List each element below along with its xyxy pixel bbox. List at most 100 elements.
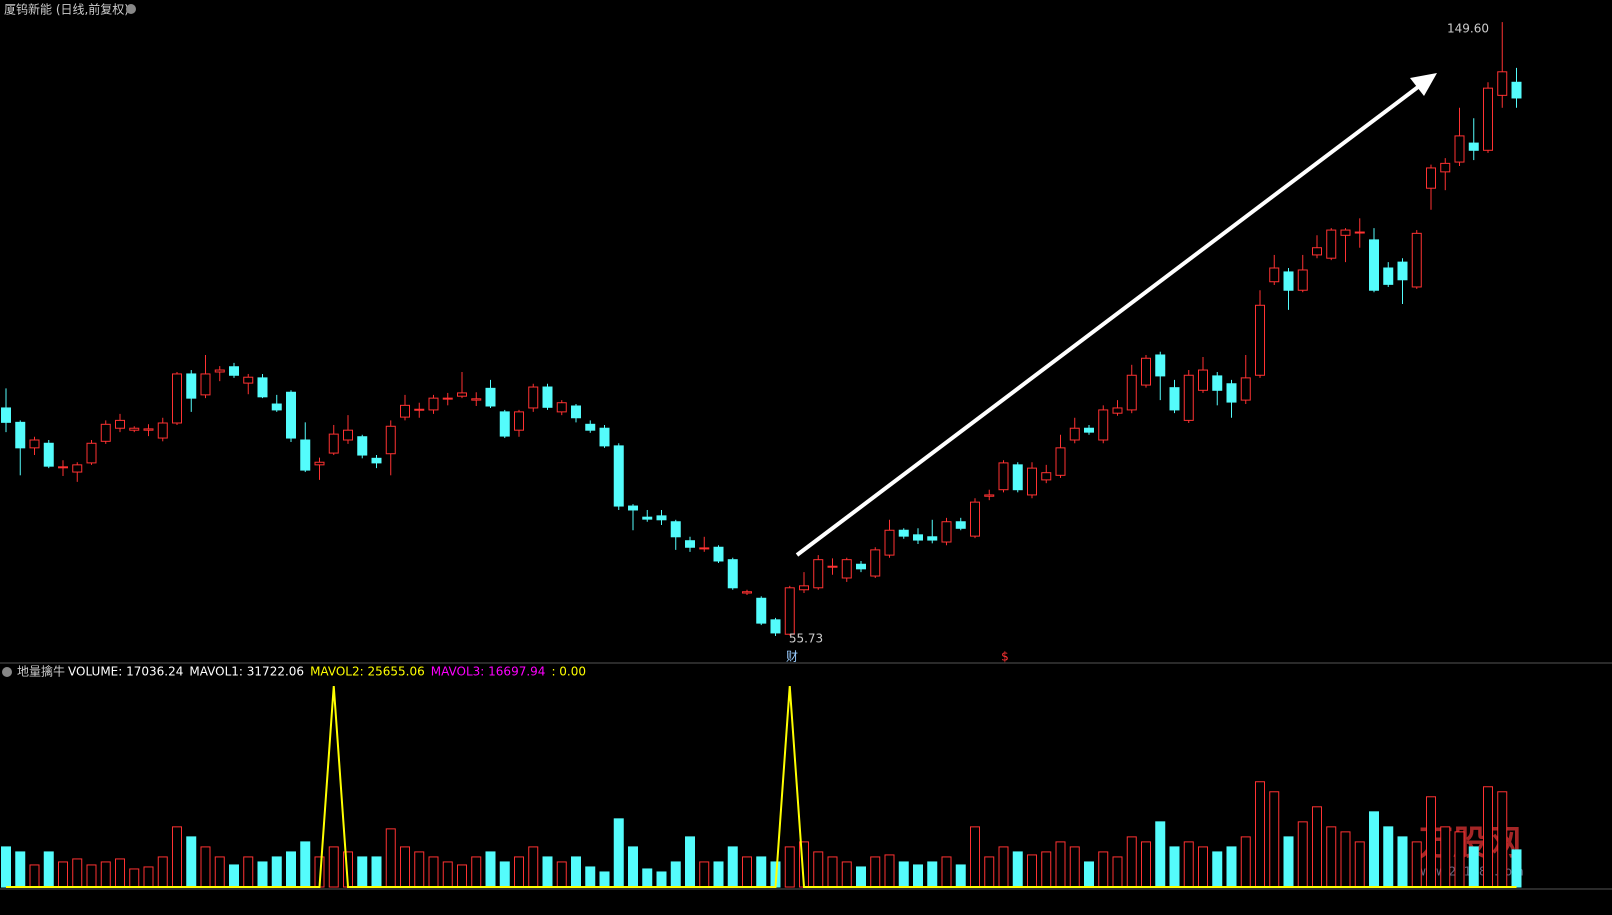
candle-body <box>514 411 524 431</box>
volume-bar <box>1098 851 1109 888</box>
volume-bar <box>1141 841 1151 888</box>
volume-bar <box>1240 836 1251 888</box>
candle-body <box>1155 354 1166 377</box>
candle-body <box>585 423 596 431</box>
candle-body <box>670 521 681 538</box>
volume-bar <box>1426 796 1436 888</box>
volume-bar <box>1084 861 1094 888</box>
volume-bar <box>827 856 838 888</box>
volume-bar <box>1411 841 1422 888</box>
volume-bar <box>1497 791 1508 888</box>
candle-body <box>1369 239 1379 291</box>
candle-body <box>485 387 496 407</box>
volume-bar <box>556 861 567 888</box>
legend-entry: MAVOL1: 31722.06 <box>189 665 304 679</box>
candle-body <box>713 546 724 562</box>
volume-bar <box>585 866 596 888</box>
volume-bar <box>1297 821 1308 888</box>
price-annotation: 55.73 <box>789 631 823 645</box>
indicator-toggle[interactable] <box>2 667 12 677</box>
volume-bar <box>1155 821 1166 888</box>
volume-bar <box>898 861 909 888</box>
volume-bar <box>984 856 995 888</box>
candle-body <box>870 549 881 577</box>
volume-bar <box>542 856 553 888</box>
legend-entry: VOLUME: 17036.24 <box>68 665 183 679</box>
candle-body <box>556 402 567 413</box>
candle-body <box>1 407 11 423</box>
volume-bar <box>998 846 1009 888</box>
candle-body <box>699 547 710 550</box>
volume-bar <box>1169 846 1180 888</box>
candle-body <box>385 425 396 455</box>
trend-arrow <box>795 85 1420 557</box>
volume-bar <box>699 861 710 888</box>
volume-bar <box>514 856 524 888</box>
candle-body <box>1226 383 1237 403</box>
volume-bar <box>385 828 396 888</box>
candle-body <box>58 466 68 469</box>
candle-body <box>898 529 909 537</box>
volume-bar <box>599 871 610 888</box>
volume-bar <box>243 856 254 888</box>
candle-body <box>628 505 638 511</box>
candle-body <box>1012 464 1023 491</box>
candle-body <box>1240 377 1251 401</box>
volume-bar <box>1126 836 1137 888</box>
candle-body <box>970 501 980 537</box>
volume-bar <box>457 864 467 888</box>
candle-body <box>1511 81 1522 99</box>
candle-body <box>1255 304 1265 376</box>
volume-bar <box>813 851 824 888</box>
volume-bar <box>927 861 938 888</box>
candle-body <box>1027 467 1037 496</box>
candle-body <box>400 404 410 418</box>
candle-body <box>314 461 325 466</box>
volume-bar <box>1269 791 1280 888</box>
event-marker: 财 <box>786 650 798 664</box>
candle-body <box>414 408 425 411</box>
volume-bar <box>172 826 182 888</box>
volume-bar <box>1383 826 1394 888</box>
candle-body <box>656 515 667 521</box>
candle-body <box>599 427 610 447</box>
candle-body <box>1354 231 1365 234</box>
volume-bar <box>1511 849 1522 888</box>
candle-body <box>1269 267 1280 283</box>
candle-body <box>15 421 26 449</box>
candle-body <box>528 386 539 409</box>
volume-bar <box>29 864 40 888</box>
candle-body <box>86 442 97 464</box>
candle-body <box>856 563 866 570</box>
volume-bar <box>1255 781 1265 888</box>
candle-body <box>1069 427 1080 441</box>
candle-body <box>129 427 140 431</box>
candle-body <box>784 587 795 635</box>
volume-bar <box>1340 831 1351 888</box>
volume-bar <box>1483 786 1493 888</box>
candle-body <box>186 373 197 399</box>
volume-bar <box>870 856 881 888</box>
candle-body <box>343 429 353 441</box>
candle-body <box>727 559 738 589</box>
volume-bar <box>43 851 54 888</box>
volume-bar <box>1069 846 1080 888</box>
candle-body <box>984 494 995 497</box>
volume-bar <box>357 856 368 888</box>
candle-body <box>1297 269 1308 291</box>
volume-bar <box>115 858 125 888</box>
volume-bar <box>670 861 681 888</box>
volume-bar <box>471 856 482 888</box>
candle-body <box>841 559 852 579</box>
candle-body <box>499 411 510 437</box>
candle-body <box>1468 142 1479 151</box>
candle-body <box>1141 357 1151 386</box>
volume-bar <box>1055 841 1066 888</box>
candle-body <box>1041 472 1052 481</box>
title-toggle[interactable] <box>126 4 136 14</box>
candle-body <box>43 442 54 467</box>
candle-body <box>642 516 653 520</box>
candle-body <box>257 377 268 398</box>
volume-bar <box>884 854 895 888</box>
